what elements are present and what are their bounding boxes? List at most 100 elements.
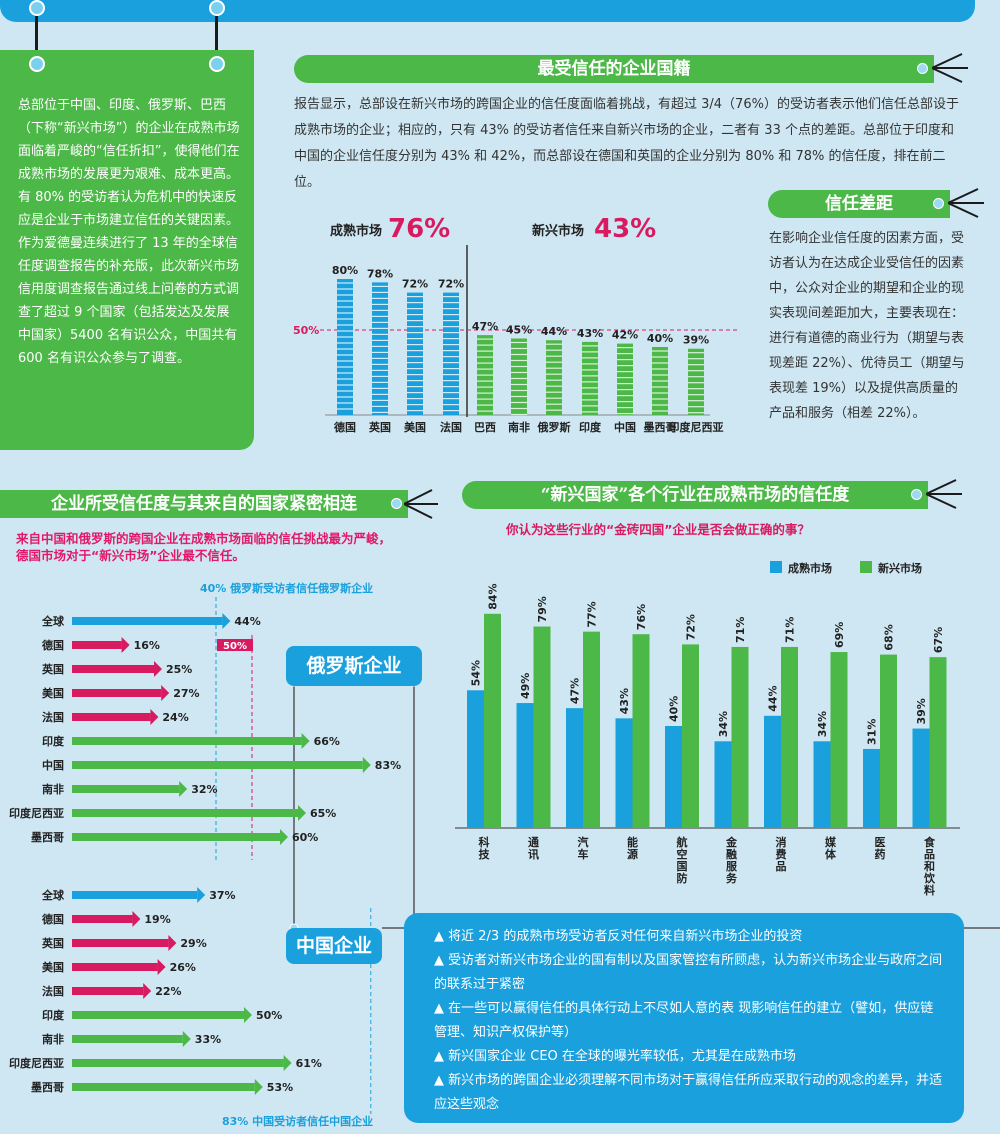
- value-label: 44%: [767, 685, 780, 711]
- value-label: 66%: [314, 735, 340, 748]
- bar: [566, 708, 583, 828]
- category-label: 印度尼西亚: [9, 806, 64, 820]
- category-label: 能源: [627, 835, 638, 861]
- finding-item: ▲ 将近 2/3 的成熟市场受访者反对任何来自新兴市场企业的投资: [434, 929, 803, 944]
- bar-arrowhead: [161, 685, 170, 701]
- value-label: 79%: [536, 596, 549, 622]
- bar: [615, 718, 633, 828]
- value-label: 40%: [647, 332, 673, 345]
- intro-panel: 总部位于中国、印度、俄罗斯、巴西（下称“新兴市场”）的企业在成熟市场面临着严峻的…: [0, 50, 254, 450]
- bar: [665, 726, 682, 828]
- nationality-paragraph: 报告显示，总部设在新兴市场的跨国企业的信任度面临着挑战，有超过 3/4（76%）…: [294, 97, 959, 190]
- category-label: 美国: [404, 420, 426, 434]
- value-label: 54%: [470, 660, 483, 686]
- finding-item: ▲ 新兴国家企业 CEO 在全球的曝光率较低，尤其是在成熟市场: [434, 1049, 796, 1064]
- ribbon-tail-icon: [404, 489, 438, 519]
- legend-label: 新兴市场: [878, 561, 922, 575]
- bar: [72, 987, 144, 995]
- section-title-text: “新兴国家”各个行业在成熟市场的信任度: [540, 485, 850, 505]
- bar: [72, 891, 198, 899]
- bar: [764, 715, 781, 828]
- group-value-emerging: 43%: [594, 214, 656, 244]
- value-label: 84%: [487, 583, 500, 609]
- finding-item: ▲ 受访者对新兴市场企业的国有制以及国家管控有所顾虑，认为新兴市场企业与政府之间…: [434, 953, 943, 992]
- bar-arrowhead: [280, 829, 288, 845]
- value-label: 29%: [180, 937, 206, 950]
- bar-arrowhead: [197, 887, 206, 903]
- bar-arrowhead: [298, 805, 306, 821]
- bar-arrowhead: [168, 935, 177, 951]
- category-label: 全球: [41, 614, 65, 628]
- ribbon-tail-icon: [948, 188, 984, 218]
- value-label: 45%: [506, 324, 532, 337]
- bar: [72, 785, 180, 793]
- gap-paragraph: 在影响企业信任度的因素方面，受访者认为在达成企业受信任的因素中，公众对企业的期望…: [769, 231, 965, 421]
- category-label: 印度: [42, 1008, 65, 1022]
- value-label: 26%: [170, 961, 196, 974]
- country-subtitle: 来自中国和俄罗斯的跨国企业在成熟市场面临的信任挑战最为严峻，德国市场对于“新兴市…: [16, 531, 392, 563]
- pin-icon: [29, 56, 45, 72]
- value-label: 53%: [267, 1081, 293, 1094]
- bar: [682, 644, 699, 828]
- category-label: 航空国防: [677, 835, 688, 885]
- bar-arrowhead: [244, 1007, 252, 1023]
- value-label: 72%: [438, 278, 464, 291]
- category-label: 巴西: [474, 421, 496, 434]
- bar-arrowhead: [222, 613, 231, 629]
- intro-paragraph-2: 作为爱德曼连续进行了 13 年的全球信任度调查报告的补充版，此次新兴市场信用度调…: [18, 236, 240, 366]
- value-label: 44%: [541, 325, 567, 338]
- category-label: 德国: [333, 420, 356, 434]
- value-label: 69%: [833, 622, 846, 648]
- finding-item: ▲ 新兴市场的跨国企业必须理解不同市场对于赢得信任所应采取行动的观念的差异，并适…: [434, 1073, 943, 1112]
- dot-icon: [391, 498, 402, 509]
- bar-arrowhead: [283, 1055, 292, 1071]
- value-label: 72%: [402, 278, 428, 291]
- pin-icon: [29, 0, 45, 16]
- group-label-mature: 成熟市场: [330, 223, 382, 239]
- section-title-industry: “新兴国家”各个行业在成熟市场的信任度: [462, 481, 928, 509]
- category-label: 媒体: [824, 835, 837, 861]
- bar: [582, 341, 598, 415]
- bar: [72, 689, 162, 697]
- bar-arrowhead: [143, 983, 152, 999]
- bar: [880, 654, 897, 828]
- bar: [511, 338, 527, 415]
- bar: [484, 613, 501, 828]
- value-label: 37%: [209, 889, 235, 902]
- bar-arrowhead: [150, 709, 159, 725]
- value-label: 72%: [685, 614, 698, 640]
- bar: [781, 646, 798, 828]
- value-label: 61%: [296, 1057, 322, 1070]
- category-label: 法国: [42, 984, 64, 998]
- value-label: 71%: [784, 617, 797, 643]
- value-label: 47%: [569, 678, 582, 704]
- bar: [632, 634, 650, 828]
- bar: [72, 713, 151, 721]
- bar: [714, 741, 732, 828]
- bar: [443, 292, 459, 415]
- value-label: 67%: [932, 627, 945, 653]
- reference-label: 50%: [223, 641, 247, 652]
- section-title-text: 信任差距: [825, 194, 893, 214]
- china-company-label: 中国企业: [286, 928, 382, 964]
- category-label: 科技: [479, 835, 491, 861]
- bar: [830, 652, 848, 828]
- value-label: 50%: [256, 1009, 282, 1022]
- hanging-string: [35, 6, 38, 58]
- bar: [72, 833, 280, 841]
- industry-chart: 成熟市场 新兴市场 54% 84% 科技 49% 79% 通讯 47% 77% 汽车 43% 76% 能源…: [455, 561, 960, 897]
- bar-arrowhead: [254, 1079, 263, 1095]
- ribbon-tail-icon: [926, 479, 962, 509]
- value-label: 39%: [915, 698, 928, 724]
- pin-icon: [209, 56, 225, 72]
- category-label: 英国: [41, 662, 64, 676]
- reference-label: 50%: [293, 324, 319, 337]
- bar-arrowhead: [179, 781, 188, 797]
- value-label: 40%: [668, 696, 681, 722]
- dot-icon: [911, 489, 922, 500]
- category-label: 南非: [42, 1032, 64, 1046]
- dot-icon: [933, 198, 944, 209]
- legend-label: 成熟市场: [788, 561, 832, 575]
- value-label: 80%: [332, 264, 358, 277]
- value-label: 77%: [586, 601, 599, 627]
